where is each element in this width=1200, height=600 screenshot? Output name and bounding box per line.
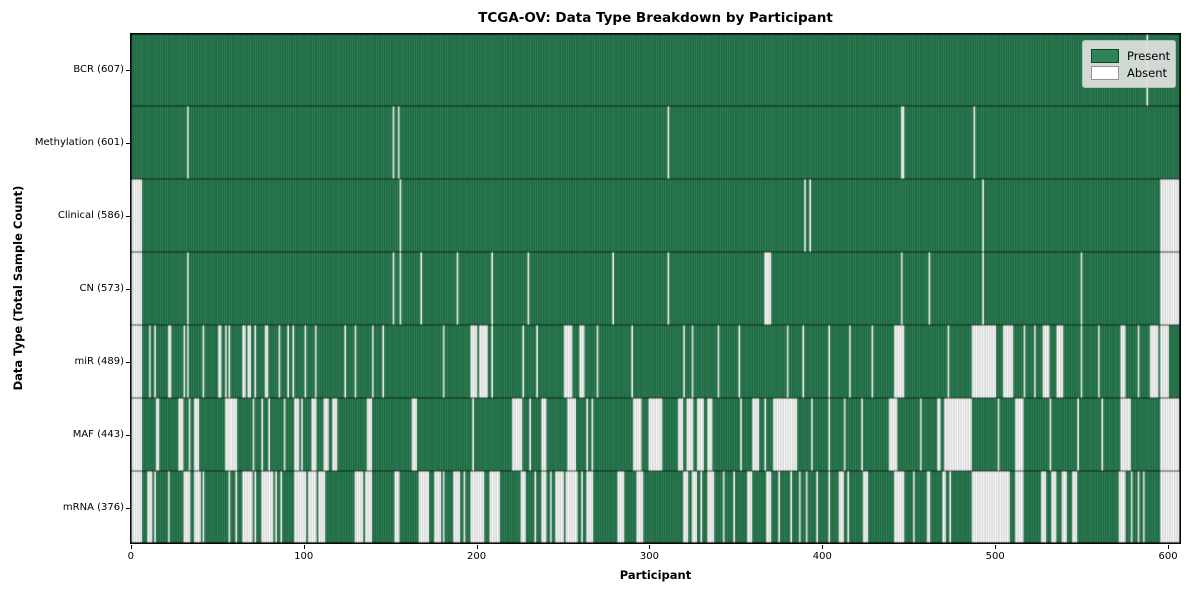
x-tick-label-100: 100 xyxy=(294,551,314,562)
x-tick-label-500: 500 xyxy=(985,551,1005,562)
y-tick-mark xyxy=(126,434,130,436)
x-tick-mark xyxy=(130,545,132,549)
y-tick-label-Methylation: Methylation (601) xyxy=(34,136,124,148)
x-tick-mark xyxy=(995,545,997,549)
x-tick-mark xyxy=(649,545,651,549)
legend-entry-present: Present xyxy=(1091,47,1171,64)
x-tick-label-300: 300 xyxy=(639,551,659,562)
x-tick-mark xyxy=(1168,545,1170,549)
x-tick-label-200: 200 xyxy=(467,551,487,562)
absent-swatch xyxy=(1091,65,1119,80)
y-tick-label-BCR: BCR (607) xyxy=(73,63,124,75)
x-tick-mark xyxy=(303,545,305,549)
chart-title: TCGA-OV: Data Type Breakdown by Particip… xyxy=(478,10,833,26)
y-tick-label-mRNA: mRNA (376) xyxy=(62,501,124,513)
y-tick-label-CN: CN (573) xyxy=(79,282,124,294)
y-tick-label-MAF: MAF (443) xyxy=(72,428,124,440)
plot-area xyxy=(130,33,1181,544)
legend-entry-absent: Absent xyxy=(1091,64,1167,81)
legend-label-present: Present xyxy=(1127,48,1171,63)
x-tick-label-600: 600 xyxy=(1158,551,1178,562)
x-tick-mark xyxy=(822,545,824,549)
x-axis-label: Participant xyxy=(619,568,692,582)
y-tick-mark xyxy=(126,215,130,217)
y-tick-label-Clinical: Clinical (586) xyxy=(57,209,124,221)
x-tick-mark xyxy=(476,545,478,549)
y-tick-mark xyxy=(126,142,130,144)
y-tick-mark xyxy=(126,288,130,290)
legend: Present Absent xyxy=(1082,40,1176,88)
y-tick-mark xyxy=(126,507,130,509)
present-swatch xyxy=(1091,48,1119,63)
legend-label-absent: Absent xyxy=(1127,65,1168,80)
x-tick-label-0: 0 xyxy=(127,551,135,562)
x-tick-label-400: 400 xyxy=(812,551,832,562)
y-tick-mark xyxy=(126,69,130,71)
y-tick-label-miR: miR (489) xyxy=(74,355,124,367)
y-tick-mark xyxy=(126,361,130,363)
